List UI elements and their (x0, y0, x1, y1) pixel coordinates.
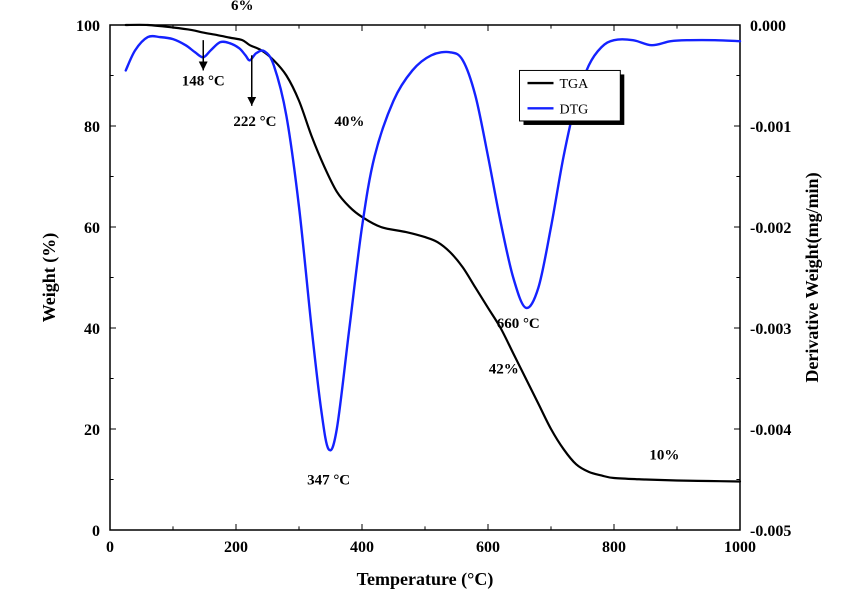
legend-label-dtg: DTG (560, 102, 589, 117)
tga-dtg-chart: 0 200 400 600 800 1000 Temperature (°C) 0 20 40 60… (0, 0, 850, 610)
yleft-tick-label: 20 (84, 422, 100, 439)
yright-axis-title: Derivative Weight(mg/min) (802, 172, 823, 382)
ann-660c: 660 °C (497, 316, 540, 332)
x-tick-label: 200 (224, 539, 248, 556)
ann-222c: 222 °C (233, 114, 276, 130)
yright-tick-label: 0.000 (750, 18, 786, 35)
yleft-axis-title: Weight (%) (39, 233, 60, 323)
x-tick-label: 800 (602, 539, 626, 556)
yright-tick-label: -0.005 (750, 523, 791, 540)
yright-tick-label: -0.004 (750, 422, 791, 439)
ann-148c: 148 °C (182, 74, 225, 90)
chart-svg: 0 200 400 600 800 1000 Temperature (°C) 0 20 40 60… (0, 0, 850, 610)
yleft-tick-label: 100 (76, 18, 100, 35)
x-tick-label: 0 (106, 539, 114, 556)
ann-40pct: 40% (334, 114, 364, 130)
yleft-tick-label: 0 (92, 523, 100, 540)
x-tick-label: 1000 (724, 539, 756, 556)
ann-42pct: 42% (489, 361, 519, 377)
yright-tick-label: -0.003 (750, 321, 791, 338)
yright-tick-label: -0.001 (750, 119, 791, 136)
ann-10pct: 10% (649, 447, 679, 463)
legend-label-tga: TGA (560, 77, 590, 92)
yleft-tick-label: 40 (84, 321, 100, 338)
ann-6pct: 6% (231, 0, 254, 14)
yright-tick-label: -0.002 (750, 220, 791, 237)
x-axis-title: Temperature (°C) (357, 569, 494, 590)
ann-347c: 347 °C (307, 473, 350, 489)
yleft-tick-label: 60 (84, 220, 100, 237)
x-tick-label: 600 (476, 539, 500, 556)
x-tick-label: 400 (350, 539, 374, 556)
yleft-tick-label: 80 (84, 119, 100, 136)
